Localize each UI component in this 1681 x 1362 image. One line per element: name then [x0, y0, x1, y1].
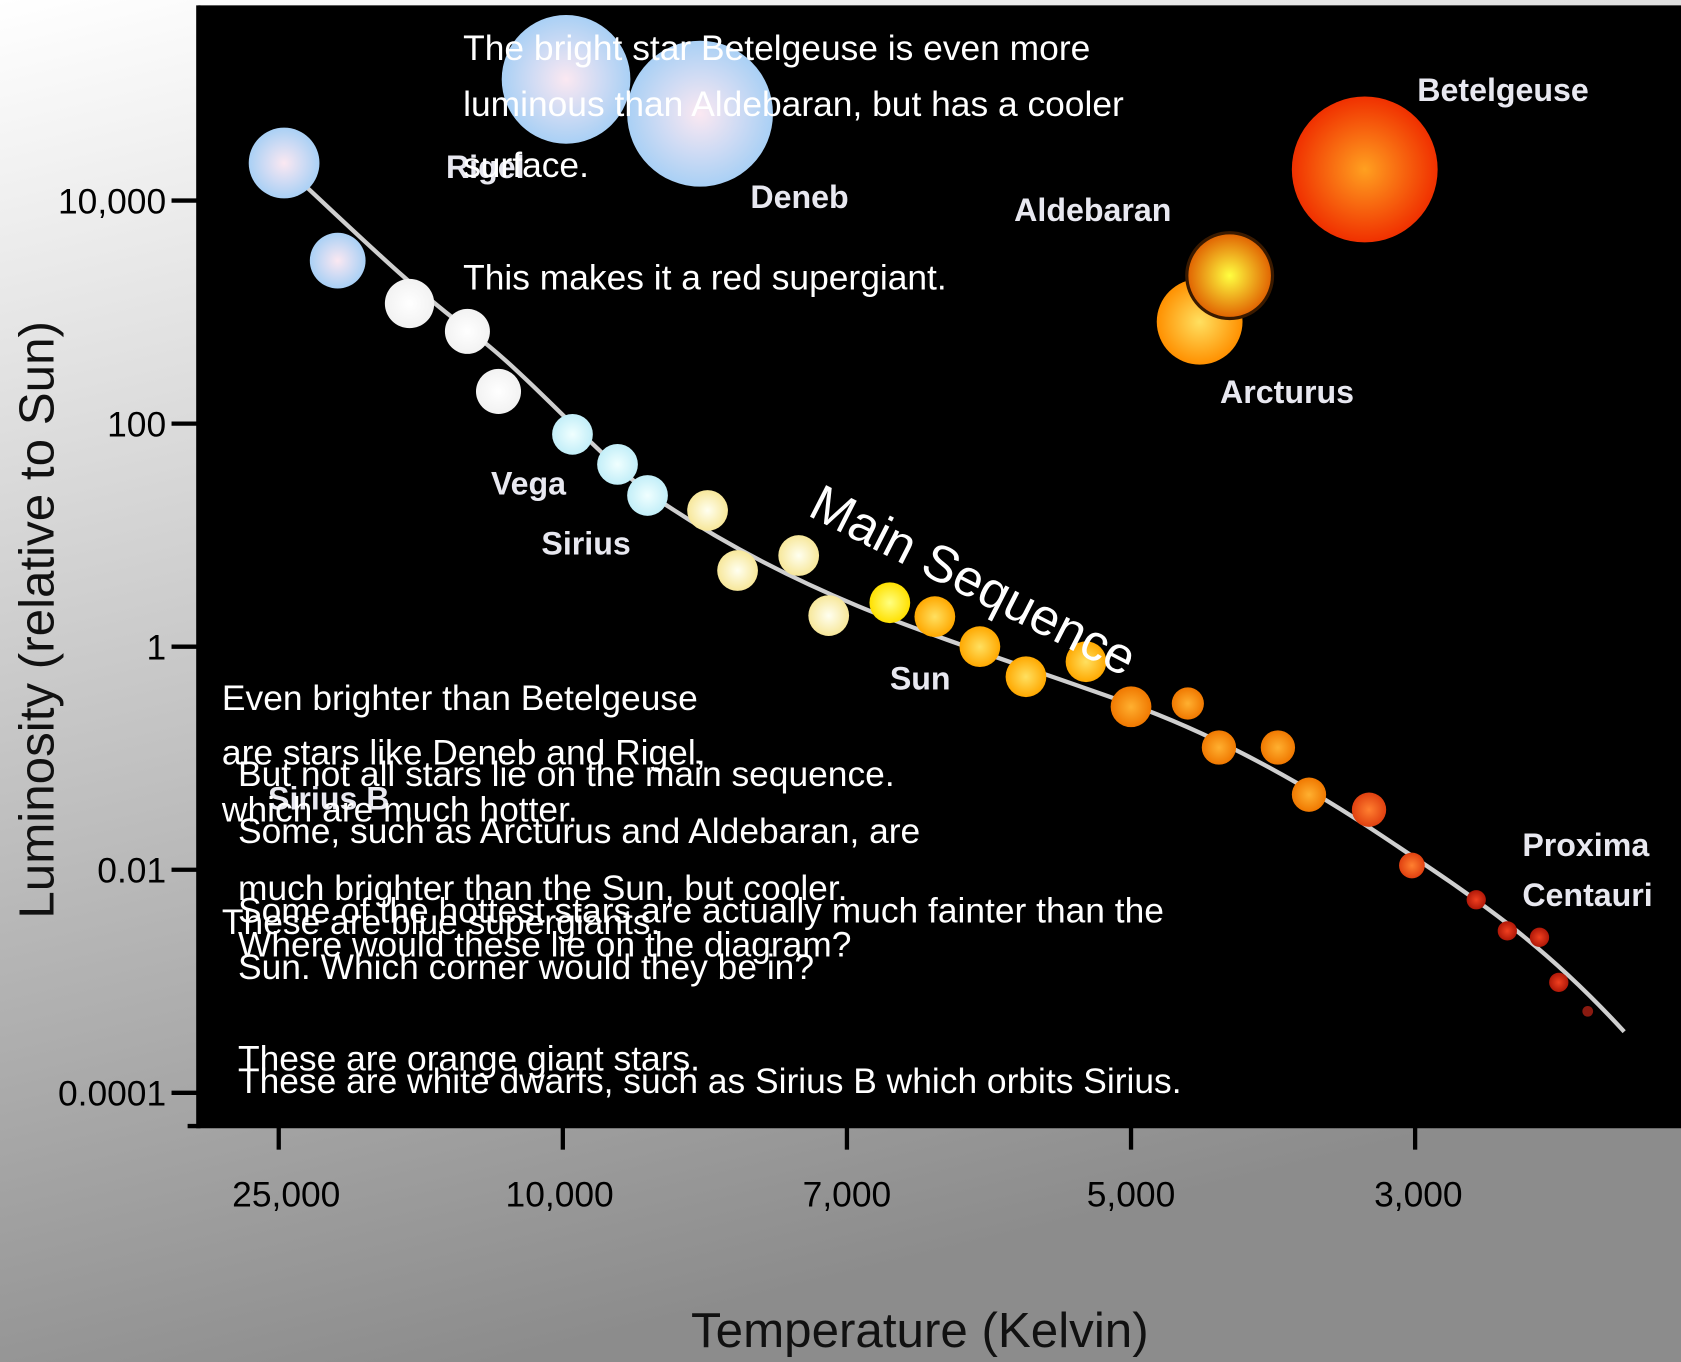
- text-line: These are white dwarfs, such as Sirius B…: [238, 1062, 1182, 1101]
- star: [476, 369, 521, 414]
- star-label: Aldebaran: [1014, 192, 1171, 228]
- star-label: Arcturus: [1220, 374, 1354, 410]
- x-tick-label: 25,000: [232, 1175, 340, 1214]
- x-tick-label: 10,000: [506, 1175, 614, 1214]
- star: [687, 490, 728, 531]
- star: [249, 128, 320, 199]
- text-line: The bright star Betelgeuse is even more: [463, 29, 1090, 68]
- star: [627, 475, 668, 516]
- star: [717, 550, 758, 591]
- x-tick-label: 3,000: [1374, 1175, 1463, 1214]
- star: [1467, 890, 1486, 909]
- y-tick-label: 10,000: [58, 182, 166, 221]
- star: [1202, 730, 1236, 764]
- star: [914, 596, 955, 637]
- star: [1006, 656, 1047, 697]
- star: [552, 414, 593, 455]
- star-label: Centauri: [1522, 877, 1652, 913]
- star: [597, 444, 638, 485]
- star: [1261, 730, 1295, 764]
- text-line: surface.: [463, 146, 589, 185]
- y-tick-label: 100: [107, 405, 166, 444]
- star-label: Deneb: [750, 179, 848, 215]
- x-tick-label: 7,000: [803, 1175, 892, 1214]
- slide: 10,000 100 1 0.01 0.0001 25,000 10,000 7…: [0, 0, 1681, 1362]
- text-line: luminous than Aldebaran, but has a coole…: [463, 85, 1124, 124]
- star: [385, 279, 434, 328]
- star: [1498, 921, 1517, 940]
- y-tick-label: 0.01: [97, 852, 166, 891]
- x-axis-title: Temperature (Kelvin): [691, 1303, 1149, 1358]
- star: [1172, 687, 1204, 719]
- y-tick-label: 0.0001: [58, 1075, 166, 1114]
- star: [808, 595, 849, 636]
- text-line: Sun. Which corner would they be in?: [238, 948, 814, 987]
- star-label: Sun: [890, 661, 951, 697]
- text-line: This makes it a red supergiant.: [463, 259, 947, 298]
- star-label: Betelgeuse: [1417, 72, 1589, 108]
- star-label: Sirius: [541, 525, 630, 561]
- star: [778, 535, 819, 576]
- text-line: Even brighter than Betelgeuse: [222, 679, 698, 718]
- text-line: Some of the hottest stars are actually m…: [238, 891, 1164, 930]
- star: [1292, 778, 1326, 812]
- star: [1111, 686, 1152, 727]
- star: [1582, 1006, 1593, 1017]
- star: [1292, 97, 1438, 243]
- star: [1187, 233, 1273, 319]
- x-tick-label: 5,000: [1087, 1175, 1176, 1214]
- star: [1399, 853, 1425, 879]
- star: [959, 626, 1000, 667]
- star: [1530, 928, 1549, 947]
- text-line: Some, such as Arcturus and Aldebaran, ar…: [238, 812, 920, 851]
- star: [310, 233, 366, 289]
- y-tick-label: 1: [146, 629, 166, 668]
- star: [1352, 793, 1386, 827]
- star-label: Vega: [491, 465, 567, 501]
- star: [445, 309, 490, 354]
- star-label: Proxima: [1522, 827, 1650, 863]
- star: [869, 582, 910, 623]
- y-axis-title: Luminosity (relative to Sun): [10, 321, 65, 919]
- star: [1549, 973, 1568, 992]
- text-line: But not all stars lie on the main sequen…: [238, 755, 895, 794]
